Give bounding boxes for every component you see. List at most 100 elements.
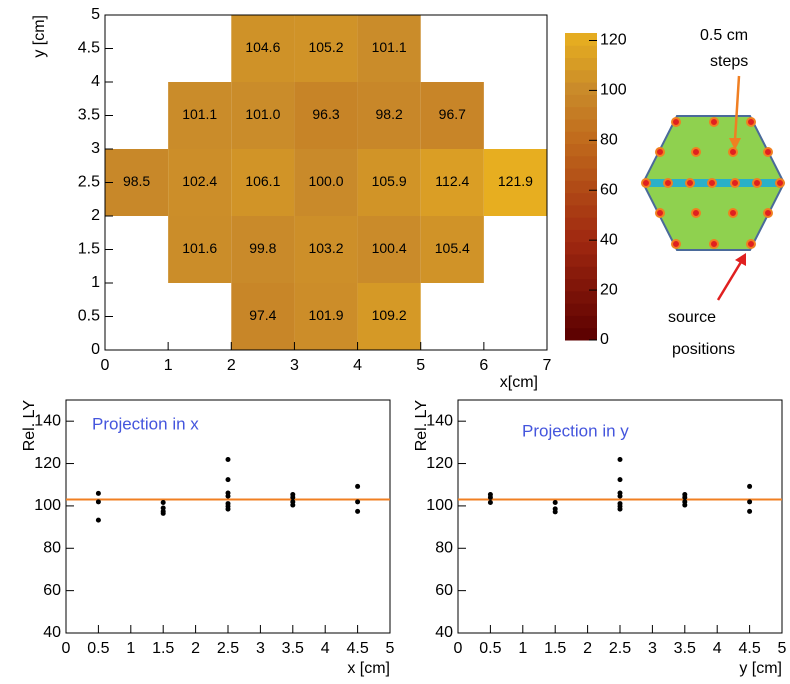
x-tick-label: 3 <box>290 357 299 374</box>
data-point <box>682 494 688 500</box>
x-tick-label: 3 <box>256 640 265 657</box>
heat-cell <box>357 149 421 216</box>
y-tick-label: 40 <box>435 624 453 641</box>
x-tick-label: 0 <box>101 357 110 374</box>
data-point <box>747 483 753 489</box>
data-point <box>95 499 101 505</box>
y-axis-label: Rel. LY <box>413 400 430 452</box>
colorbar-tick-label: 60 <box>600 181 618 198</box>
heat-cell <box>294 283 358 350</box>
heat-cell <box>357 216 421 283</box>
heat-cell <box>231 216 295 283</box>
plot-frame <box>457 399 783 634</box>
x-tick-label: 2.5 <box>217 640 239 657</box>
data-point <box>617 506 623 512</box>
x-tick-label: 0 <box>62 640 71 657</box>
heat-cell <box>168 149 232 216</box>
annotation: 0.5 cm <box>700 27 748 44</box>
colorbar-band <box>565 266 597 280</box>
x-tick-label: 0.5 <box>479 640 501 657</box>
cell-label: 109.2 <box>372 307 407 323</box>
heat-cell <box>294 15 358 82</box>
y-tick-label: 5 <box>91 6 100 23</box>
y-tick-label: 40 <box>43 624 61 641</box>
cell-label: 101.1 <box>182 106 217 122</box>
heat-cell <box>420 82 484 149</box>
data-point <box>290 502 296 508</box>
data-point <box>355 499 361 505</box>
colorbar-band <box>565 315 597 329</box>
annotation: steps <box>710 53 748 70</box>
colorbar-band <box>565 143 597 157</box>
colorbar-tick-label: 40 <box>600 231 618 248</box>
heat-cell <box>168 216 232 283</box>
data-point <box>682 502 688 508</box>
cell-label: 105.2 <box>308 39 343 55</box>
colorbar-band <box>565 106 597 120</box>
cell-label: 103.2 <box>308 240 343 256</box>
data-point <box>487 494 493 500</box>
x-tick-label: 7 <box>543 357 552 374</box>
data-point <box>747 499 753 505</box>
y-tick-label: 80 <box>43 539 61 556</box>
source-dots <box>641 117 785 249</box>
y-tick-label: 60 <box>435 582 453 599</box>
colorbar-band <box>565 217 597 230</box>
cell-label: 112.4 <box>435 173 469 189</box>
data-point <box>290 494 296 500</box>
colorbar-tick-label: 20 <box>600 281 618 298</box>
x-axis-label: y [cm] <box>739 660 782 677</box>
data-point <box>225 493 231 499</box>
plot-frame <box>65 399 391 634</box>
x-tick-label: 4.5 <box>346 640 368 657</box>
y-tick-label: 0.5 <box>78 308 100 325</box>
x-tick-label: 2.5 <box>609 640 631 657</box>
x-tick-label: 4.5 <box>738 640 760 657</box>
colorbar-band <box>565 241 597 255</box>
x-tick-label: 1.5 <box>544 640 566 657</box>
cell-label: 101.9 <box>308 307 343 323</box>
x-axis-label: x [cm] <box>347 660 390 677</box>
colorbar-band <box>565 69 597 83</box>
x-tick-label: 2 <box>191 640 200 657</box>
heat-cell <box>231 149 295 216</box>
data-point <box>747 508 753 514</box>
heat-cell <box>294 149 358 216</box>
x-tick-label: 1 <box>518 640 527 657</box>
x-tick-label: 5 <box>386 640 395 657</box>
x-tick-label: 2 <box>583 640 592 657</box>
colorbar-band <box>565 57 597 71</box>
data-point <box>160 510 166 516</box>
data-point <box>95 517 101 523</box>
data-point <box>617 493 623 499</box>
colorbar-band <box>565 229 597 243</box>
y-tick-label: 1 <box>91 274 100 291</box>
x-tick-label: 5 <box>416 357 425 374</box>
hexagon-diagram: 0.5 cm steps source positions <box>641 27 786 358</box>
y-tick-label: 4 <box>91 73 100 90</box>
heat-cell <box>294 82 358 149</box>
data-point <box>225 506 231 512</box>
data-point <box>487 500 493 506</box>
y-tick-label: 0 <box>91 341 100 358</box>
data-point <box>617 457 623 463</box>
x-tick-label: 1 <box>126 640 135 657</box>
x-tick-label: 1.5 <box>152 640 174 657</box>
cell-label: 98.5 <box>123 173 150 189</box>
arrow-head <box>735 253 746 266</box>
x-tick-label: 0.5 <box>87 640 109 657</box>
cell-label: 105.9 <box>372 173 407 189</box>
arrow <box>716 261 743 301</box>
colorbar-band <box>565 82 597 95</box>
y-tick-label: 3 <box>91 140 100 157</box>
x-tick-label: 3.5 <box>282 640 304 657</box>
data-point <box>552 500 558 506</box>
y-tick-label: 2 <box>91 207 100 224</box>
colorbar-tick-label: 100 <box>600 82 627 99</box>
x-tick-label: 2 <box>227 357 236 374</box>
cell-label: 121.9 <box>498 173 533 189</box>
x-tick-label: 3.5 <box>674 640 696 657</box>
colorbar-tick-label: 120 <box>600 32 627 49</box>
annotation: Projection in x <box>92 414 199 433</box>
